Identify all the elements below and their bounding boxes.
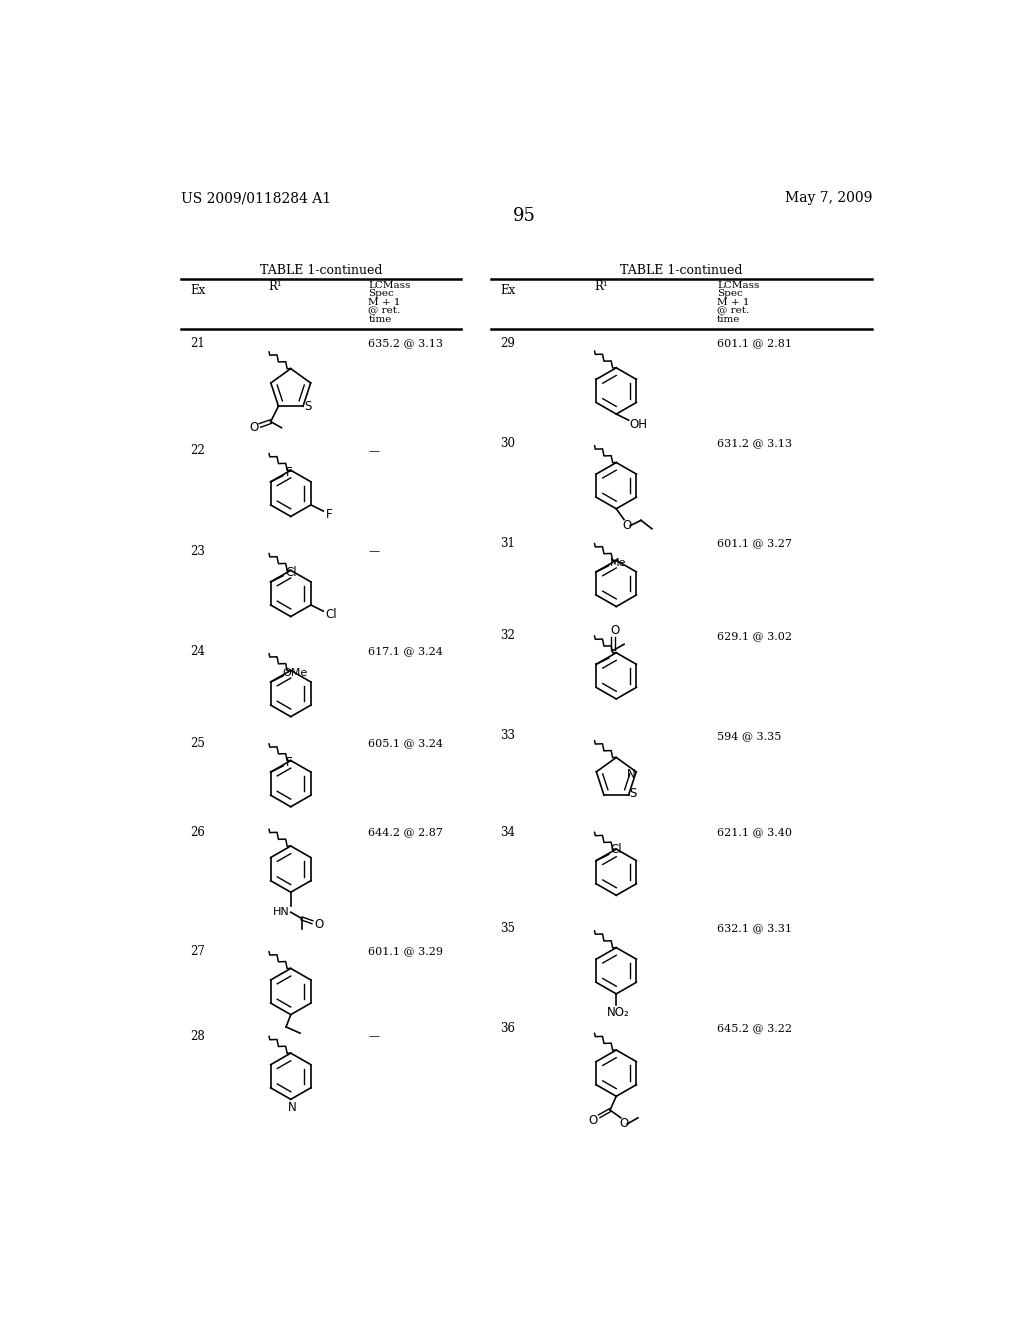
Text: LCMass: LCMass xyxy=(717,281,760,290)
Text: OMe: OMe xyxy=(283,668,308,677)
Text: 22: 22 xyxy=(190,445,205,458)
Text: —: — xyxy=(369,446,379,455)
Text: —: — xyxy=(369,546,379,556)
Text: 635.2 @ 3.13: 635.2 @ 3.13 xyxy=(369,338,443,348)
Text: M + 1: M + 1 xyxy=(369,298,400,306)
Text: 34: 34 xyxy=(501,825,515,838)
Text: F: F xyxy=(286,466,293,479)
Text: 601.1 @ 3.29: 601.1 @ 3.29 xyxy=(369,946,443,957)
Text: 605.1 @ 3.24: 605.1 @ 3.24 xyxy=(369,739,443,748)
Text: Ex: Ex xyxy=(190,284,206,297)
Text: Cl: Cl xyxy=(610,843,622,857)
Text: 601.1 @ 2.81: 601.1 @ 2.81 xyxy=(717,338,792,348)
Text: 21: 21 xyxy=(190,337,205,350)
Text: OH: OH xyxy=(629,418,647,432)
Text: 26: 26 xyxy=(190,825,205,838)
Text: Spec: Spec xyxy=(717,289,742,298)
Text: 594 @ 3.35: 594 @ 3.35 xyxy=(717,731,781,741)
Text: S: S xyxy=(630,787,637,800)
Text: 621.1 @ 3.40: 621.1 @ 3.40 xyxy=(717,828,792,837)
Text: R¹: R¹ xyxy=(268,280,282,293)
Text: time: time xyxy=(717,315,740,323)
Text: O: O xyxy=(314,917,324,931)
Text: 632.1 @ 3.31: 632.1 @ 3.31 xyxy=(717,924,792,933)
Text: Cl: Cl xyxy=(285,566,297,579)
Text: 24: 24 xyxy=(190,644,205,657)
Text: F: F xyxy=(327,508,333,520)
Text: 629.1 @ 3.02: 629.1 @ 3.02 xyxy=(717,631,792,640)
Text: N: N xyxy=(288,1101,297,1114)
Text: 95: 95 xyxy=(513,207,537,226)
Text: O: O xyxy=(623,519,632,532)
Text: 25: 25 xyxy=(190,737,205,750)
Text: 617.1 @ 3.24: 617.1 @ 3.24 xyxy=(369,647,443,656)
Text: N: N xyxy=(627,768,636,781)
Text: 30: 30 xyxy=(501,437,515,450)
Text: May 7, 2009: May 7, 2009 xyxy=(784,191,872,206)
Text: 31: 31 xyxy=(501,537,515,550)
Text: O: O xyxy=(620,1118,629,1130)
Text: 631.2 @ 3.13: 631.2 @ 3.13 xyxy=(717,438,792,449)
Text: Cl: Cl xyxy=(326,607,337,620)
Text: TABLE 1-continued: TABLE 1-continued xyxy=(621,264,742,277)
Text: TABLE 1-continued: TABLE 1-continued xyxy=(260,264,382,277)
Text: HN: HN xyxy=(273,907,290,917)
Text: O: O xyxy=(589,1114,598,1127)
Text: Me: Me xyxy=(609,557,626,568)
Text: US 2009/0118284 A1: US 2009/0118284 A1 xyxy=(180,191,331,206)
Text: S: S xyxy=(304,400,311,413)
Text: 645.2 @ 3.22: 645.2 @ 3.22 xyxy=(717,1023,792,1034)
Text: 29: 29 xyxy=(501,337,515,350)
Text: M + 1: M + 1 xyxy=(717,298,750,306)
Text: @ ret.: @ ret. xyxy=(717,306,750,315)
Text: 28: 28 xyxy=(190,1030,205,1043)
Text: O: O xyxy=(610,624,620,638)
Text: R¹: R¹ xyxy=(594,280,607,293)
Text: Ex: Ex xyxy=(500,284,515,297)
Text: 27: 27 xyxy=(190,945,205,958)
Text: 35: 35 xyxy=(501,921,515,935)
Text: 23: 23 xyxy=(190,545,205,557)
Text: time: time xyxy=(369,315,391,323)
Text: 36: 36 xyxy=(501,1022,515,1035)
Text: Spec: Spec xyxy=(369,289,394,298)
Text: 32: 32 xyxy=(501,630,515,643)
Text: NO₂: NO₂ xyxy=(606,1006,629,1019)
Text: 33: 33 xyxy=(501,730,515,742)
Text: O: O xyxy=(250,421,259,433)
Text: 644.2 @ 2.87: 644.2 @ 2.87 xyxy=(369,828,443,837)
Text: F: F xyxy=(286,756,293,770)
Text: LCMass: LCMass xyxy=(369,281,411,290)
Text: @ ret.: @ ret. xyxy=(369,306,400,315)
Text: 601.1 @ 3.27: 601.1 @ 3.27 xyxy=(717,539,792,548)
Text: —: — xyxy=(369,1031,379,1041)
